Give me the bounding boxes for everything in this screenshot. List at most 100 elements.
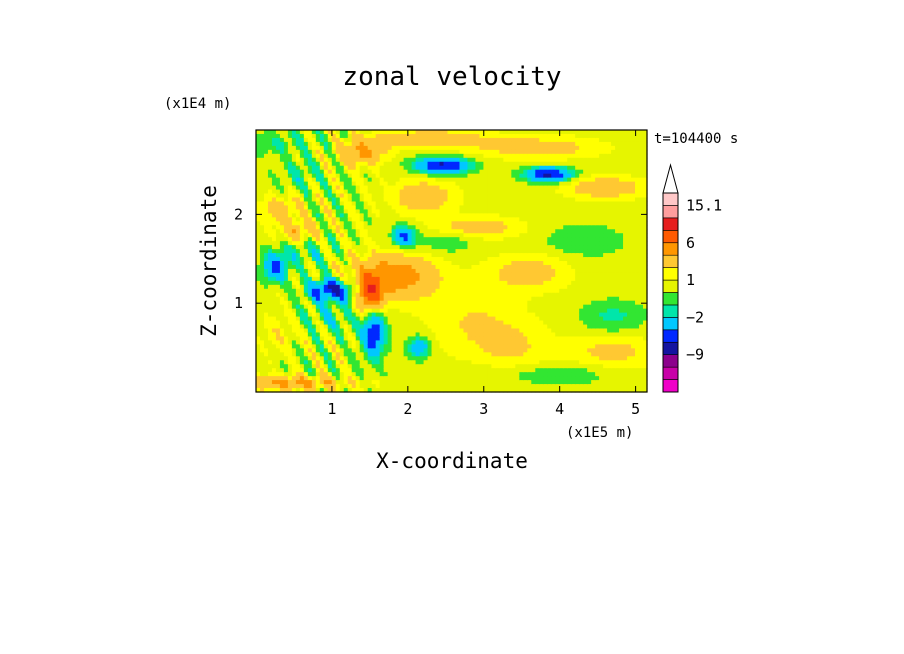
heatmap-cell [259, 312, 265, 318]
heatmap-cell [539, 177, 544, 183]
heatmap-cell [487, 332, 492, 338]
heatmap-cell [391, 261, 397, 266]
heatmap-cell [287, 340, 293, 345]
heatmap-cell [547, 296, 552, 302]
heatmap-cell [507, 193, 512, 199]
heatmap-cell [335, 324, 341, 330]
heatmap-cell [483, 320, 489, 326]
heatmap-cell [407, 233, 413, 238]
heatmap-cell [555, 292, 560, 298]
heatmap-cell [407, 185, 413, 191]
heatmap-cell [463, 340, 469, 345]
heatmap-cell [367, 173, 373, 179]
heatmap-cell [467, 133, 473, 139]
heatmap-cell [455, 229, 461, 234]
heatmap-cell [423, 157, 429, 163]
heatmap-cell [507, 264, 512, 270]
heatmap-cell [479, 141, 485, 147]
heatmap-cell [491, 320, 496, 326]
heatmap-cell [439, 225, 445, 230]
heatmap-cell [547, 197, 552, 203]
heatmap-cell [471, 137, 477, 143]
heatmap-cell [427, 312, 433, 318]
heatmap-cell [539, 352, 544, 357]
heatmap-cell [447, 181, 453, 187]
heatmap-cell [547, 217, 552, 222]
heatmap-cell [443, 360, 449, 365]
heatmap-cell [343, 376, 349, 381]
heatmap-cell [259, 133, 265, 139]
heatmap-cell [339, 141, 345, 147]
heatmap-cell [311, 320, 317, 326]
heatmap-cell [315, 153, 321, 159]
heatmap-cell [415, 324, 421, 330]
heatmap-cell [551, 201, 556, 207]
heatmap-cell [427, 264, 433, 270]
heatmap-cell [331, 344, 337, 349]
heatmap-cell [535, 181, 540, 187]
heatmap-cell [443, 324, 449, 330]
heatmap-cell [527, 229, 532, 234]
heatmap-cell [371, 233, 377, 238]
heatmap-cell [439, 312, 445, 318]
heatmap-cell [451, 257, 457, 262]
heatmap-cell [487, 280, 492, 286]
chart-title: zonal velocity [342, 62, 561, 92]
heatmap-cell [503, 233, 508, 238]
heatmap-cell [399, 133, 405, 139]
heatmap-cell [391, 364, 397, 369]
heatmap-cell [547, 264, 552, 270]
heatmap-cell [427, 356, 433, 361]
heatmap-cell [291, 284, 297, 290]
heatmap-cell [399, 320, 405, 326]
heatmap-cell [347, 364, 353, 369]
heatmap-cell [423, 173, 429, 179]
heatmap-cell [291, 292, 297, 298]
heatmap-cell [323, 380, 329, 385]
heatmap-cell [379, 380, 385, 385]
heatmap-cell [491, 165, 496, 171]
heatmap-cell [443, 193, 449, 199]
heatmap-cell [455, 280, 461, 286]
heatmap-cell [535, 145, 540, 151]
heatmap-cell [375, 205, 381, 210]
heatmap-cell [263, 280, 269, 286]
heatmap-cell [283, 193, 289, 199]
heatmap-cell [387, 348, 393, 353]
heatmap-cell [267, 257, 273, 262]
heatmap-cell [359, 161, 365, 167]
heatmap-cell [371, 376, 377, 381]
heatmap-cell [311, 205, 317, 210]
heatmap-cell [547, 205, 552, 210]
heatmap-cell [287, 316, 293, 322]
heatmap-cell [431, 348, 437, 353]
heatmap-cell [511, 364, 516, 369]
heatmap-cell [303, 153, 309, 159]
heatmap-cell [295, 300, 301, 306]
heatmap-cell [555, 161, 560, 167]
heatmap-cell [359, 261, 365, 266]
heatmap-cell [331, 312, 337, 318]
heatmap-cell [383, 300, 389, 306]
heatmap-cell [303, 197, 309, 203]
heatmap-cell [323, 137, 329, 143]
heatmap-cell [491, 137, 496, 143]
heatmap-cell [275, 145, 281, 151]
heatmap-cell [259, 189, 265, 195]
heatmap-cell [295, 130, 301, 135]
heatmap-cell [555, 225, 560, 230]
heatmap-cell [387, 328, 393, 334]
heatmap-cell [387, 241, 393, 246]
heatmap-cell [431, 320, 437, 326]
heatmap-cell [423, 181, 429, 187]
heatmap-cell [443, 316, 449, 322]
heatmap-cell [431, 229, 437, 234]
heatmap-cell [555, 257, 560, 262]
heatmap-cell [407, 340, 413, 345]
heatmap-cell [339, 241, 345, 246]
heatmap-cell [395, 276, 401, 282]
heatmap-cell [411, 261, 417, 266]
heatmap-cell [283, 197, 289, 203]
heatmap-cell [427, 197, 433, 203]
heatmap-cell [355, 157, 361, 163]
